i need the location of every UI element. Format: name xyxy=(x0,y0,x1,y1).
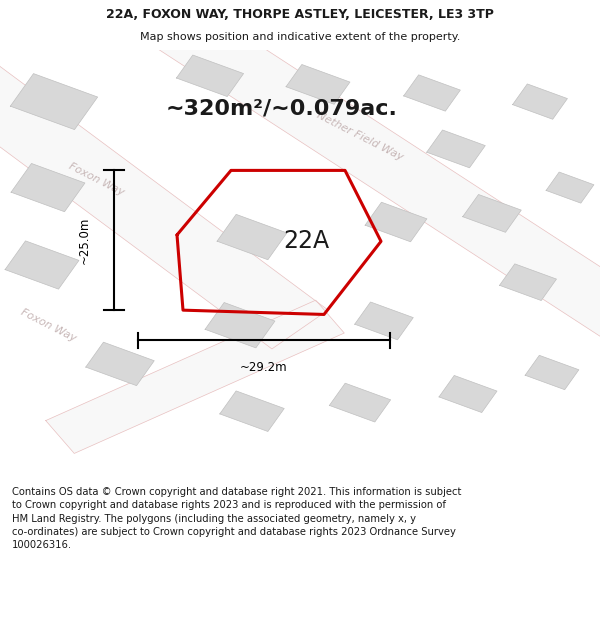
Polygon shape xyxy=(217,214,287,260)
Polygon shape xyxy=(205,302,275,348)
Polygon shape xyxy=(5,241,79,289)
Polygon shape xyxy=(463,194,521,232)
Polygon shape xyxy=(355,302,413,340)
Polygon shape xyxy=(500,264,556,301)
Polygon shape xyxy=(525,356,579,389)
Polygon shape xyxy=(10,74,98,129)
Text: Nether Field Way: Nether Field Way xyxy=(315,110,405,162)
Text: Map shows position and indicative extent of the property.: Map shows position and indicative extent… xyxy=(140,32,460,43)
Text: ~29.2m: ~29.2m xyxy=(240,361,288,374)
Text: 22A, FOXON WAY, THORPE ASTLEY, LEICESTER, LE3 3TP: 22A, FOXON WAY, THORPE ASTLEY, LEICESTER… xyxy=(106,8,494,21)
Text: 22A: 22A xyxy=(283,229,329,253)
Polygon shape xyxy=(11,164,85,212)
Polygon shape xyxy=(329,383,391,422)
Polygon shape xyxy=(439,376,497,413)
Polygon shape xyxy=(86,342,154,386)
Polygon shape xyxy=(427,130,485,168)
Text: ~25.0m: ~25.0m xyxy=(78,217,91,264)
Polygon shape xyxy=(286,64,350,104)
Polygon shape xyxy=(0,65,328,349)
Polygon shape xyxy=(156,9,600,340)
Text: Foxon Way: Foxon Way xyxy=(19,307,77,344)
Text: ~320m²/~0.079ac.: ~320m²/~0.079ac. xyxy=(166,98,398,118)
Polygon shape xyxy=(46,300,344,453)
Polygon shape xyxy=(512,84,568,119)
Polygon shape xyxy=(176,55,244,97)
Text: Foxon Way: Foxon Way xyxy=(67,161,125,198)
Polygon shape xyxy=(220,391,284,431)
Polygon shape xyxy=(546,172,594,203)
Polygon shape xyxy=(404,75,460,111)
Polygon shape xyxy=(365,202,427,242)
Text: Contains OS data © Crown copyright and database right 2021. This information is : Contains OS data © Crown copyright and d… xyxy=(12,488,461,550)
